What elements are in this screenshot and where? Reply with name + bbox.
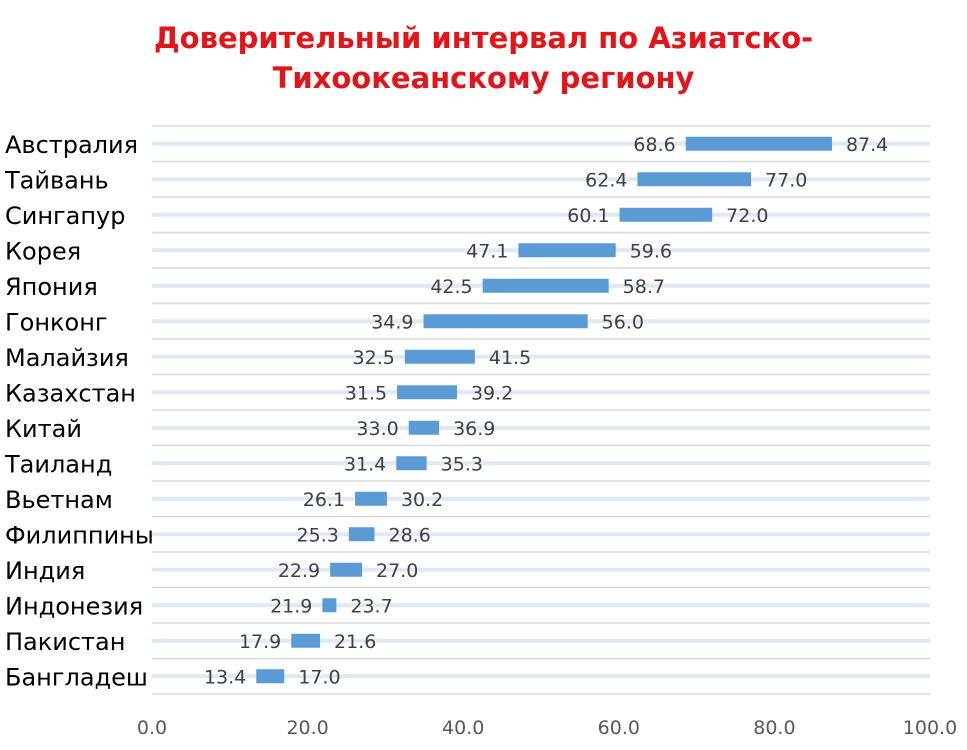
- category-label: Таиланд: [4, 450, 112, 478]
- x-tick-label: 0.0: [137, 717, 167, 739]
- high-value-label: 59.6: [630, 240, 672, 262]
- low-value-label: 33.0: [356, 418, 398, 440]
- category-label: Индия: [5, 557, 85, 585]
- high-value-label: 21.6: [334, 631, 376, 653]
- category-label: Филиппины: [5, 521, 154, 549]
- category-label: Индонезия: [5, 592, 143, 620]
- row-band: [152, 461, 930, 466]
- high-value-label: 87.4: [846, 134, 888, 156]
- range-bar: [637, 172, 752, 187]
- x-tick-label: 40.0: [442, 717, 484, 739]
- chart-title: Доверительный интервал по Азиатско- Тихо…: [0, 18, 967, 98]
- row-band: [152, 425, 930, 430]
- range-bar: [408, 420, 440, 435]
- row-band: [152, 638, 930, 643]
- row-band: [152, 496, 930, 501]
- range-bar: [482, 278, 609, 293]
- range-bar: [348, 527, 375, 542]
- low-value-label: 62.4: [585, 169, 627, 191]
- row-band: [152, 532, 930, 537]
- row-band: [152, 390, 930, 395]
- range-bar: [291, 633, 321, 648]
- high-value-label: 17.0: [298, 666, 340, 688]
- high-value-label: 41.5: [489, 347, 531, 369]
- low-value-label: 31.5: [345, 382, 387, 404]
- row-band: [152, 603, 930, 608]
- category-label: Малайзия: [5, 344, 129, 372]
- low-value-label: 22.9: [278, 560, 320, 582]
- category-label: Бангладеш: [5, 663, 148, 691]
- range-bar: [518, 243, 616, 258]
- range-bar: [396, 456, 427, 471]
- low-value-label: 26.1: [303, 489, 345, 511]
- low-value-label: 34.9: [371, 311, 413, 333]
- x-tick-label: 60.0: [598, 717, 640, 739]
- range-bar: [330, 562, 363, 577]
- range-bar: [423, 314, 588, 329]
- x-tick-label: 80.0: [753, 717, 795, 739]
- row-band: [152, 141, 930, 146]
- range-bar: [256, 669, 285, 684]
- low-value-label: 42.5: [430, 276, 472, 298]
- low-value-label: 68.6: [633, 134, 675, 156]
- category-label: Гонконг: [5, 308, 108, 336]
- category-label: Казахстан: [5, 379, 136, 407]
- category-label: Корея: [5, 237, 81, 265]
- range-bar: [322, 598, 337, 613]
- high-value-label: 72.0: [726, 205, 768, 227]
- row-band: [152, 177, 930, 182]
- category-label: Китай: [5, 415, 82, 443]
- category-label: Тайвань: [4, 166, 109, 194]
- row-band: [152, 212, 930, 217]
- low-value-label: 13.4: [204, 666, 246, 688]
- range-bar: [685, 136, 832, 151]
- range-bar: [404, 349, 475, 364]
- range-bar: [397, 385, 457, 400]
- category-label: Япония: [5, 273, 98, 301]
- chart-title-line-1: Доверительный интервал по Азиатско-: [153, 21, 814, 55]
- high-value-label: 58.7: [623, 276, 665, 298]
- low-value-label: 47.1: [466, 240, 508, 262]
- low-value-label: 31.4: [344, 453, 386, 475]
- category-label: Пакистан: [5, 628, 125, 656]
- category-label: Сингапур: [5, 202, 126, 230]
- x-tick-label: 100.0: [903, 717, 957, 739]
- category-label: Австралия: [5, 131, 138, 159]
- range-bar: [355, 491, 387, 506]
- low-value-label: 21.9: [270, 595, 312, 617]
- row-band: [152, 674, 930, 679]
- high-value-label: 39.2: [471, 382, 513, 404]
- x-tick-label: 20.0: [286, 717, 328, 739]
- row-band: [152, 354, 930, 359]
- high-value-label: 35.3: [441, 453, 483, 475]
- chart-title-line-2: Тихоокеанскому региону: [272, 61, 695, 95]
- high-value-label: 23.7: [350, 595, 392, 617]
- category-label: Вьетнам: [5, 486, 113, 514]
- low-value-label: 17.9: [239, 631, 281, 653]
- high-value-label: 27.0: [376, 560, 418, 582]
- low-value-label: 32.5: [353, 347, 395, 369]
- low-value-label: 60.1: [567, 205, 609, 227]
- row-band: [152, 567, 930, 572]
- high-value-label: 56.0: [602, 311, 644, 333]
- high-value-label: 36.9: [453, 418, 495, 440]
- high-value-label: 77.0: [765, 169, 807, 191]
- range-bar: [619, 207, 713, 222]
- high-value-label: 28.6: [389, 524, 431, 546]
- low-value-label: 25.3: [297, 524, 339, 546]
- high-value-label: 30.2: [401, 489, 443, 511]
